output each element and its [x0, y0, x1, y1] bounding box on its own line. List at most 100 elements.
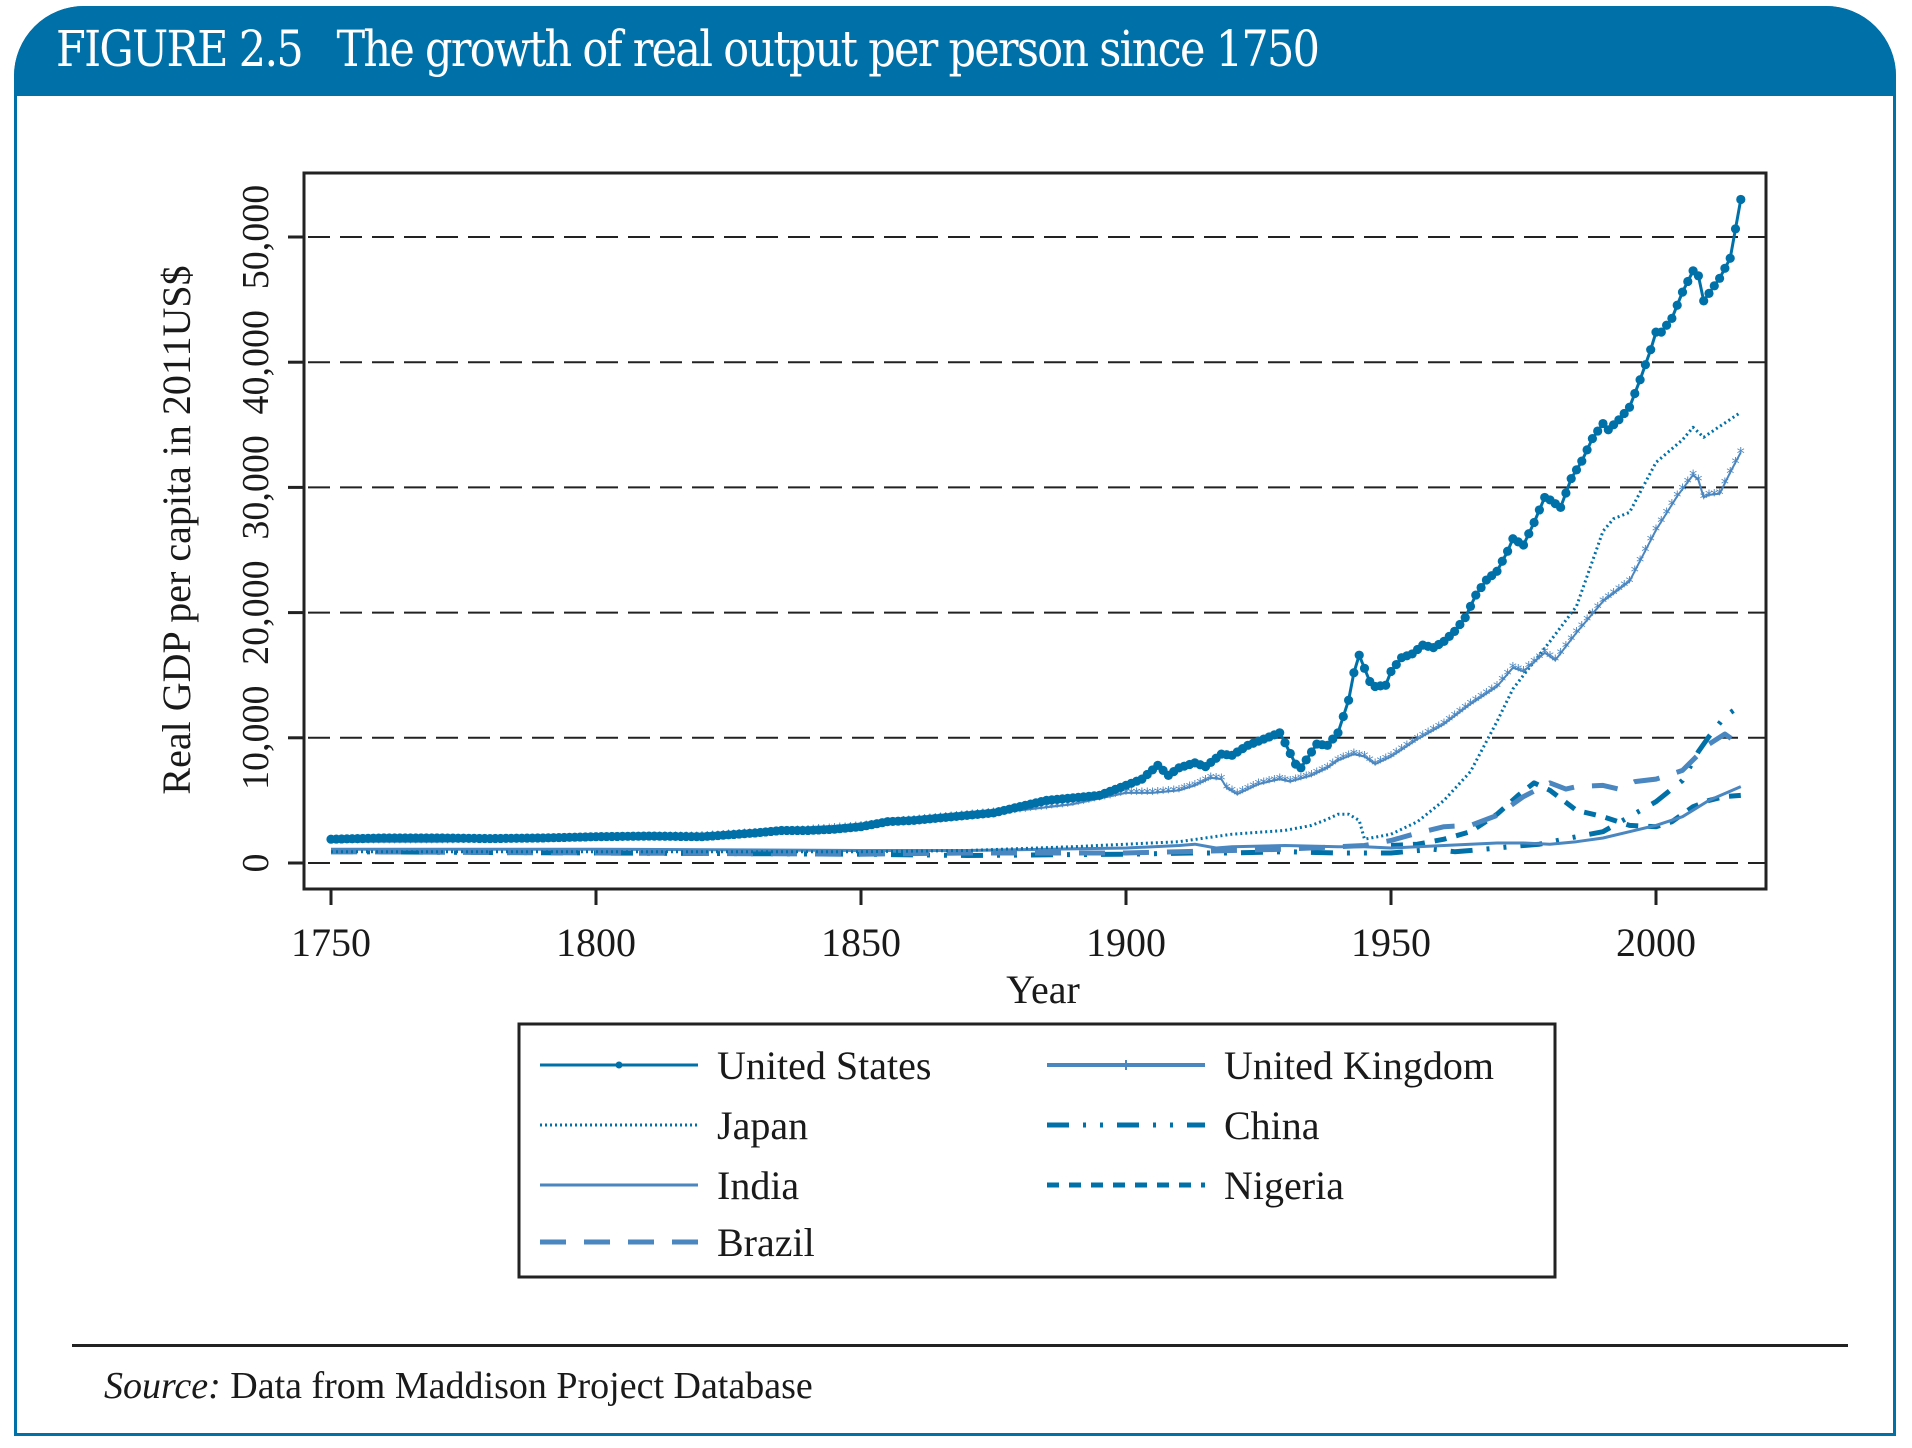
data-point: * — [1302, 768, 1310, 787]
axis-layer: 0 10,000 20,000 30,000 40,000 50,000 1750 1800 1… — [235, 185, 1696, 965]
data-point: * — [1488, 681, 1496, 700]
series-line-brazil — [330, 731, 1743, 857]
data-point: * — [1578, 617, 1586, 636]
source-label: Source: — [104, 1365, 221, 1407]
data-point: * — [1647, 531, 1655, 550]
data-point: * — [1196, 774, 1204, 793]
data-point: * — [1170, 782, 1178, 801]
data-point: * — [1138, 784, 1146, 803]
y-tick-label: 10,000 — [235, 686, 277, 791]
data-point — [1296, 763, 1306, 773]
data-point — [1593, 426, 1603, 436]
data-point — [1736, 194, 1746, 205]
data-point — [1381, 680, 1391, 690]
data-point: * — [1117, 785, 1125, 804]
legend-marker — [615, 1061, 623, 1069]
figure-title-bar: FIGURE 2.5 The growth of real output per … — [14, 6, 1896, 96]
data-point: * — [1710, 485, 1718, 504]
data-point — [1704, 288, 1714, 298]
x-tick-label: 1800 — [556, 920, 636, 965]
data-point: * — [1610, 584, 1618, 603]
data-point: * — [1143, 784, 1151, 803]
data-point — [1285, 748, 1295, 759]
legend-label: Nigeria — [1224, 1163, 1344, 1208]
data-point: * — [1414, 730, 1422, 749]
data-point: * — [1636, 552, 1644, 571]
data-point: * — [1456, 703, 1464, 722]
y-tick-label: 20,000 — [235, 560, 277, 665]
data-point: * — [1689, 466, 1697, 485]
data-point: * — [1535, 648, 1543, 667]
data-point — [1656, 327, 1666, 337]
data-point — [1476, 582, 1486, 593]
data-point — [1699, 296, 1709, 306]
data-point — [1635, 375, 1645, 385]
data-point: * — [1546, 647, 1554, 666]
data-point: * — [1652, 521, 1660, 540]
data-point — [1556, 502, 1566, 513]
data-point: * — [1058, 796, 1066, 815]
data-point: * — [1620, 576, 1628, 595]
data-point: * — [1080, 793, 1088, 812]
data-point — [1667, 313, 1677, 323]
data-point — [1571, 465, 1582, 475]
legend-item: Nigeria — [1047, 1163, 1344, 1208]
data-point — [1497, 556, 1507, 566]
data-point: * — [1371, 755, 1379, 774]
figure-number: FIGURE 2.5 — [56, 20, 304, 78]
data-point: * — [1085, 792, 1093, 811]
data-point: * — [1435, 718, 1443, 737]
series-china — [330, 703, 1743, 858]
data-point: * — [1668, 496, 1676, 515]
series-line-united-kingdom — [331, 451, 1742, 843]
data-point: * — [1069, 795, 1077, 814]
data-point — [1619, 408, 1629, 419]
data-point — [1587, 433, 1597, 444]
data-point — [1582, 445, 1592, 455]
data-point: * — [1509, 659, 1517, 678]
data-point: * — [1329, 755, 1337, 774]
data-point: * — [1064, 796, 1072, 815]
data-point: * — [1562, 637, 1570, 656]
data-point — [1301, 755, 1311, 765]
data-point: * — [1249, 778, 1257, 797]
series-line-nigeria — [1390, 780, 1741, 848]
data-point: * — [1376, 753, 1384, 772]
data-point: * — [1732, 453, 1740, 472]
y-tick-label: 30,000 — [235, 435, 277, 540]
series-line-china — [330, 703, 1743, 858]
data-point: * — [1233, 785, 1241, 804]
data-point: * — [1021, 801, 1029, 820]
data-point — [1465, 601, 1476, 611]
data-point — [1720, 263, 1730, 273]
data-point: * — [1737, 443, 1745, 462]
data-point: * — [1186, 778, 1194, 797]
data-point: * — [1323, 759, 1331, 778]
data-point: * — [1551, 651, 1559, 670]
data-point — [1386, 666, 1396, 677]
data-point: * — [1599, 592, 1607, 611]
series-united-states — [326, 194, 1746, 844]
data-point: * — [1615, 580, 1623, 599]
grid-layer — [308, 236, 1766, 864]
data-point: * — [1053, 797, 1061, 816]
data-point: * — [1366, 751, 1374, 770]
data-point: * — [1477, 688, 1485, 707]
data-point: * — [1292, 771, 1300, 790]
data-point: * — [1440, 715, 1448, 734]
data-point — [1730, 224, 1741, 234]
data-point: * — [1679, 480, 1687, 499]
legend-item: United Kingdom — [1047, 1043, 1494, 1088]
data-point — [1349, 668, 1359, 678]
data-point — [1646, 345, 1656, 355]
data-point: * — [1265, 773, 1273, 792]
data-point: * — [1286, 773, 1294, 792]
legend-label: United Kingdom — [1224, 1043, 1494, 1088]
data-point: * — [1520, 662, 1528, 681]
data-point: * — [1641, 542, 1649, 561]
data-point — [1561, 488, 1571, 498]
data-point — [1275, 728, 1285, 738]
data-point: * — [1716, 485, 1724, 504]
x-axis-label: Year — [1006, 967, 1080, 1012]
